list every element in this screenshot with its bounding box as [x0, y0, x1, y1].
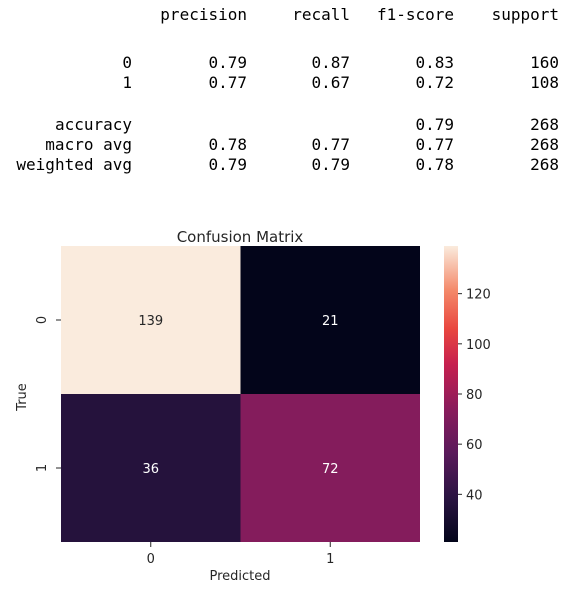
report-cell-recall: 0.77 [311, 135, 350, 154]
classification-report: precision recall f1-score support 0 0.79 0.87 0… [0, 0, 580, 200]
x-axis-label: Predicted [209, 569, 270, 584]
colorbar-tick-label: 80 [466, 388, 483, 403]
cell-annotation: 36 [142, 462, 159, 477]
report-cell-support: 268 [530, 135, 559, 154]
report-header-support: support [491, 5, 559, 24]
colorbar [444, 246, 458, 542]
report-cell-precision: 0.78 [208, 135, 247, 154]
report-row-label: weighted avg [16, 155, 132, 174]
heatmap-cell [61, 394, 241, 542]
report-cell-f1: 0.79 [415, 115, 454, 134]
heatmap-cell [240, 246, 420, 394]
x-tick-label: 1 [326, 552, 334, 567]
x-tick-label: 0 [147, 552, 155, 567]
report-cell-support: 108 [530, 73, 559, 92]
colorbar-ticks: 120 100 80 60 40 [458, 288, 491, 503]
report-row-label: 1 [122, 73, 132, 92]
report-cell-f1: 0.72 [415, 73, 454, 92]
report-cell-support: 268 [530, 155, 559, 174]
colorbar-tick-label: 100 [466, 338, 491, 353]
heatmap-cell [240, 394, 420, 542]
y-axis-label: True [15, 383, 30, 412]
report-row-label: accuracy [54, 115, 132, 134]
y-tick-label: 1 [35, 464, 50, 472]
report-cell-recall: 0.87 [311, 53, 350, 72]
report-header-f1-score: f1-score [376, 5, 454, 24]
report-cell-support: 160 [530, 53, 559, 72]
colorbar-tick-label: 40 [466, 488, 483, 503]
chart-title: Confusion Matrix [177, 228, 304, 246]
report-cell-f1: 0.78 [415, 155, 454, 174]
cell-annotation: 72 [322, 462, 339, 477]
y-axis-ticks: 01 [35, 316, 61, 472]
report-cell-recall: 0.79 [311, 155, 350, 174]
report-cell-support: 268 [530, 115, 559, 134]
cell-annotation: 139 [138, 314, 163, 329]
report-cell-f1: 0.83 [415, 53, 454, 72]
report-cell-precision: 0.77 [208, 73, 247, 92]
report-header-recall: recall [292, 5, 350, 24]
report-cell-precision: 0.79 [208, 53, 247, 72]
report-header-precision: precision [160, 5, 247, 24]
heatmap-cells: 139 21 36 72 [61, 246, 420, 542]
report-cell-recall: 0.67 [311, 73, 350, 92]
colorbar-tick-label: 60 [466, 438, 483, 453]
report-cell-f1: 0.77 [415, 135, 454, 154]
heatmap-cell [61, 246, 241, 394]
report-row-label: 0 [122, 53, 132, 72]
cell-annotation: 21 [322, 314, 339, 329]
colorbar-tick-label: 120 [466, 288, 491, 303]
y-tick-label: 0 [35, 316, 50, 324]
report-cell-precision: 0.79 [208, 155, 247, 174]
report-row-label: macro avg [45, 135, 132, 154]
